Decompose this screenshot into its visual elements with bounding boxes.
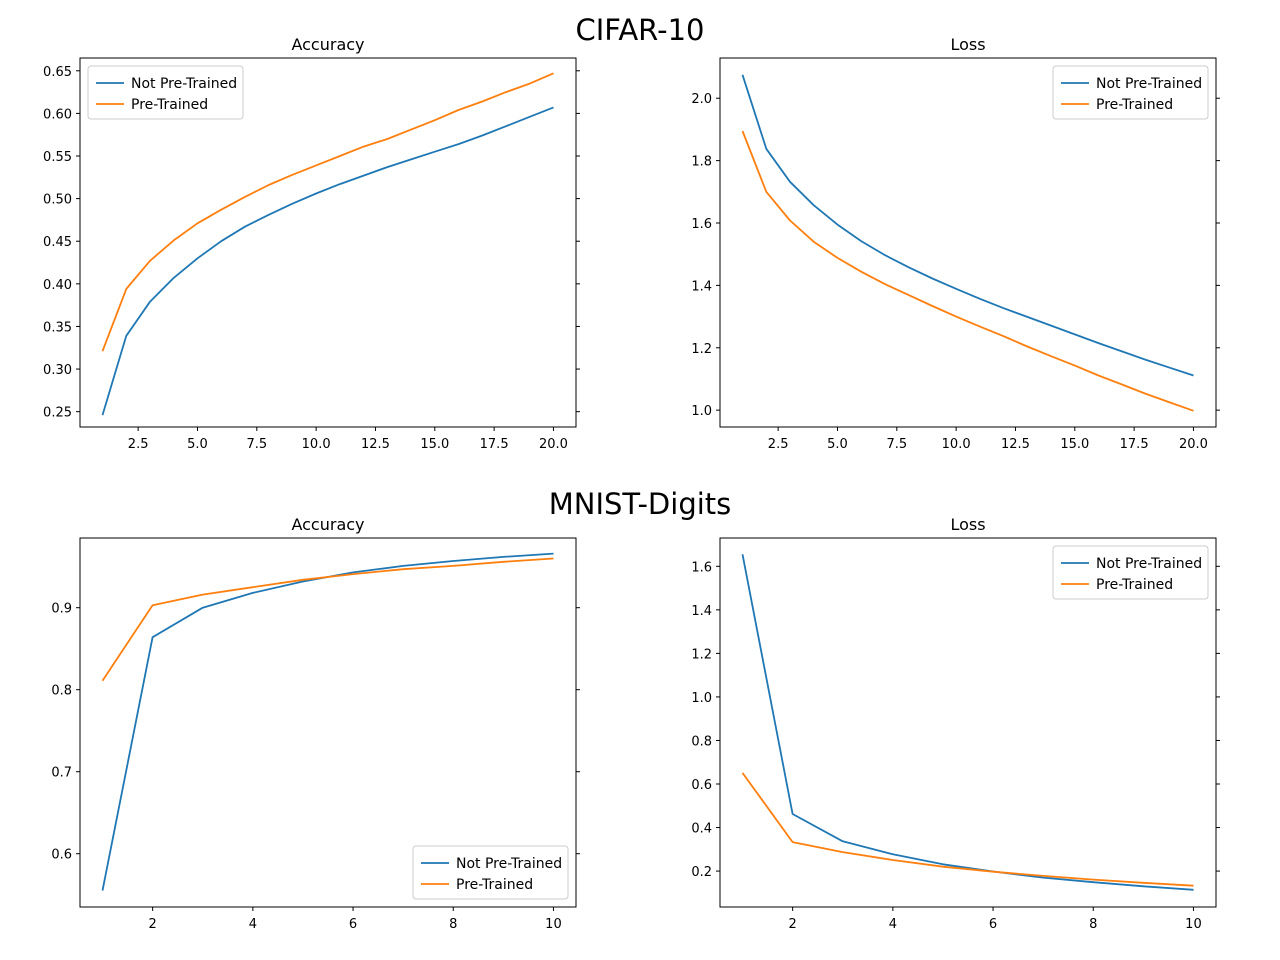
y-tick-label: 0.6 [691, 778, 712, 793]
y-tick-label: 0.65 [43, 65, 72, 80]
x-tick-label: 17.5 [480, 437, 509, 452]
x-tick-label: 6 [349, 917, 357, 932]
y-tick-label: 1.6 [691, 217, 712, 232]
x-tick-label: 2 [149, 917, 157, 932]
legend: Not Pre-Trained Pre-Trained [87, 65, 244, 120]
subplot-title: Loss [950, 35, 985, 54]
legend-label: Pre-Trained [1096, 577, 1173, 593]
x-tick-label: 12.5 [361, 437, 390, 452]
x-tick-label: 8 [1089, 917, 1097, 932]
x-tick-label: 5.0 [187, 437, 208, 452]
y-tick-label: 0.40 [43, 278, 72, 293]
y-tick-label: 1.2 [691, 647, 712, 662]
x-tick-label: 2.5 [128, 437, 149, 452]
legend-box [1052, 545, 1209, 600]
y-tick-label: 0.45 [43, 235, 72, 250]
y-tick-label: 0.60 [43, 107, 72, 122]
legend-label: Pre-Trained [131, 97, 208, 113]
x-tick-label: 2 [789, 917, 797, 932]
x-tick-label: 10 [1185, 917, 1202, 932]
series-line-not-pre-trained [101, 106, 554, 416]
series-line-pre-trained [741, 772, 1194, 887]
series-line-not-pre-trained [741, 74, 1194, 377]
y-tick-label: 0.2 [691, 865, 712, 880]
x-tick-label: 7.5 [246, 437, 267, 452]
x-tick-label: 20.0 [1179, 437, 1208, 452]
x-tick-label: 5.0 [827, 437, 848, 452]
x-tick-label: 20.0 [539, 437, 568, 452]
y-tick-label: 0.55 [43, 150, 72, 165]
subplot-title: Loss [950, 515, 985, 534]
series-line-pre-trained [101, 557, 554, 682]
y-tick-label: 1.8 [691, 155, 712, 170]
subplot-title: Accuracy [291, 515, 364, 534]
y-tick-label: 0.4 [691, 822, 712, 837]
x-tick-label: 4 [889, 917, 897, 932]
legend-box [1052, 65, 1209, 120]
row-title-mnist: MNIST-Digits [549, 487, 732, 521]
x-tick-label: 6 [989, 917, 997, 932]
x-tick-label: 10 [545, 917, 562, 932]
x-tick-label: 17.5 [1120, 437, 1149, 452]
y-tick-label: 0.8 [691, 734, 712, 749]
legend-label: Not Pre-Trained [456, 856, 562, 872]
chart-panel-mnist-accuracy: Accuracy 2 4 6 8 10 0.6 0.7 0.8 0.9 Not Pre-Traine… [51, 515, 580, 932]
series-line-pre-trained [741, 130, 1194, 412]
y-tick-label: 1.4 [691, 279, 712, 294]
axes-frame [719, 57, 1217, 428]
y-tick-label: 2.0 [691, 92, 712, 107]
y-tick-label: 1.4 [691, 604, 712, 619]
y-tick-label: 0.30 [43, 363, 72, 378]
legend: Not Pre-Trained Pre-Trained [1052, 65, 1209, 120]
chart-panel-cifar10-accuracy: Accuracy 2.5 5.0 7.5 10.0 12.5 15.0 17.5 20.0 0.2… [43, 35, 580, 452]
legend-box [412, 845, 569, 900]
y-tick-label: 0.35 [43, 320, 72, 335]
x-tick-label: 8 [449, 917, 457, 932]
x-tick-label: 10.0 [942, 437, 971, 452]
row-title-cifar10: CIFAR-10 [576, 13, 705, 47]
y-tick-label: 0.7 [51, 766, 72, 781]
axes-frame [79, 537, 577, 908]
legend: Not Pre-Trained Pre-Trained [1052, 545, 1209, 600]
legend: Not Pre-Trained Pre-Trained [412, 845, 569, 900]
y-tick-label: 1.0 [691, 404, 712, 419]
x-tick-label: 10.0 [302, 437, 331, 452]
y-tick-label: 1.6 [691, 560, 712, 575]
chart-panel-cifar10-loss: Loss 2.5 5.0 7.5 10.0 12.5 15.0 17.5 20.0 1.0 1.2 1… [691, 35, 1220, 452]
y-tick-label: 0.50 [43, 193, 72, 208]
legend-label: Not Pre-Trained [1096, 76, 1202, 92]
series-line-not-pre-trained [741, 554, 1194, 891]
chart-panel-mnist-loss: Loss 2 4 6 8 10 0.2 0.4 0.6 0.8 1.0 1.2 1.4 1.6 Not Pr… [691, 515, 1220, 932]
y-tick-label: 0.8 [51, 684, 72, 699]
y-tick-label: 1.0 [691, 691, 712, 706]
x-tick-label: 15.0 [420, 437, 449, 452]
x-tick-label: 15.0 [1060, 437, 1089, 452]
subplot-title: Accuracy [291, 35, 364, 54]
axes-frame [719, 537, 1217, 908]
x-tick-label: 2.5 [768, 437, 789, 452]
axes-frame [79, 57, 577, 428]
legend-label: Pre-Trained [456, 877, 533, 893]
series-line-pre-trained [101, 72, 554, 352]
legend-label: Pre-Trained [1096, 97, 1173, 113]
y-tick-label: 0.9 [51, 602, 72, 617]
y-tick-label: 0.25 [43, 406, 72, 421]
y-tick-label: 1.2 [691, 342, 712, 357]
legend-box [87, 65, 244, 120]
y-tick-label: 0.6 [51, 848, 72, 863]
legend-label: Not Pre-Trained [131, 76, 237, 92]
legend-label: Not Pre-Trained [1096, 556, 1202, 572]
x-tick-label: 12.5 [1001, 437, 1030, 452]
x-tick-label: 7.5 [886, 437, 907, 452]
x-tick-label: 4 [249, 917, 257, 932]
